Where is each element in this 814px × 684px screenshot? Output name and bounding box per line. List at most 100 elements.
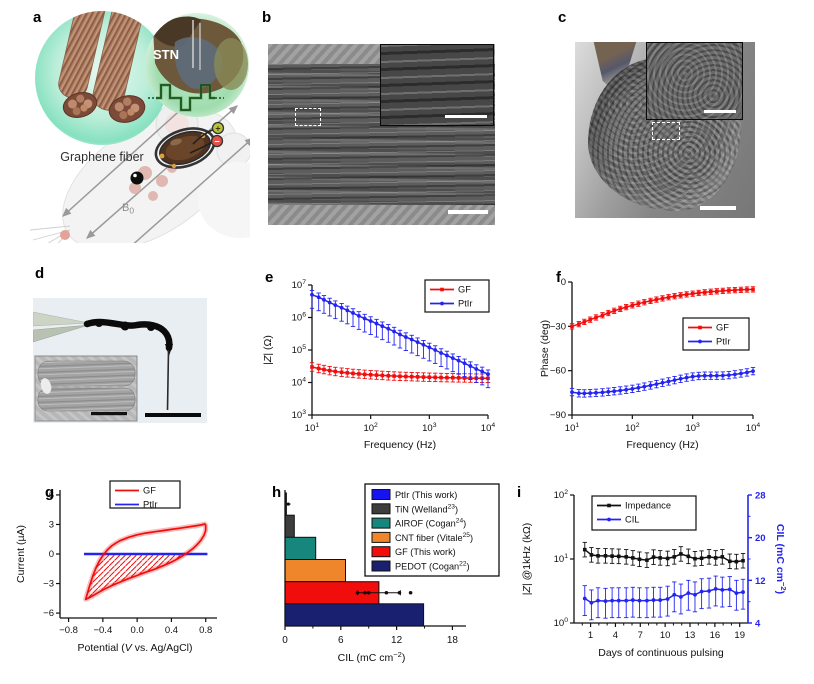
svg-text:6: 6 — [338, 635, 344, 646]
svg-text:103: 103 — [685, 422, 700, 434]
gf-data-point — [355, 590, 360, 595]
svg-text:CIL (mC cm−2): CIL (mC cm−2) — [338, 650, 406, 664]
svg-text:1: 1 — [588, 630, 593, 641]
svg-text:GF: GF — [143, 486, 156, 496]
gf-data-point — [397, 590, 402, 595]
panel-d-inset — [34, 355, 138, 422]
series-PtIr — [569, 366, 756, 398]
legend-box — [424, 279, 490, 313]
panel-c-label: c — [558, 9, 567, 26]
mouse-illustration: + − B0 — [29, 85, 282, 259]
panel-h: h 0 6 12 18 CIL (mC cm−2) PtIr (This work) TiN… — [270, 478, 525, 684]
whiskers — [29, 225, 71, 259]
svg-text:102: 102 — [554, 489, 569, 501]
svg-text:107: 107 — [292, 279, 307, 291]
panel-h-label: h — [272, 484, 282, 501]
svg-text:PtIr (This work): PtIr (This work) — [395, 490, 457, 500]
panel-e: e 101 102 103 104 103 104 105 106 107 Frequency (… — [255, 258, 500, 465]
panel-c-inset — [646, 42, 743, 120]
fiber-surface-texture — [268, 63, 495, 206]
stn-caption: STN — [153, 47, 179, 62]
svg-text:−3: −3 — [43, 579, 54, 590]
svg-text:18: 18 — [447, 635, 459, 646]
svg-text:Frequency (Hz): Frequency (Hz) — [626, 439, 698, 451]
svg-text:10: 10 — [660, 630, 671, 641]
legend-box — [682, 317, 750, 351]
panel-c-inset-scalebar — [704, 110, 736, 113]
svg-text:106: 106 — [292, 312, 307, 324]
svg-text:GF: GF — [458, 285, 471, 295]
svg-text:12: 12 — [755, 576, 766, 587]
stimulation-pulse-waveform — [148, 83, 224, 112]
graphene-fiber-inset: Graphene fiber — [35, 11, 169, 164]
gf-data-point — [363, 590, 367, 595]
panel-a-illustration: + − B0 — [29, 11, 282, 259]
panel-i-label: i — [517, 484, 522, 501]
panel-c: c — [545, 8, 814, 238]
legend-box — [591, 495, 697, 531]
panel-d-label: d — [35, 265, 45, 282]
panel-e-label: e — [265, 269, 274, 286]
cil-bar-chart: 0 6 12 18 CIL (mC cm−2) PtIr (This work) TiN (… — [282, 483, 500, 664]
positive-terminal-icon — [211, 121, 225, 135]
panel-b-inset — [380, 44, 494, 126]
series-GF — [309, 362, 491, 383]
gf-data-point — [408, 590, 413, 595]
mouse-nose — [60, 230, 70, 240]
impedance-chart: 101 102 103 104 103 104 105 106 107 Frequency (Hz… — [262, 279, 495, 451]
svg-text:AIROF (Cogan24): AIROF (Cogan24) — [395, 518, 466, 529]
svg-text:13: 13 — [685, 630, 696, 641]
svg-text:102: 102 — [363, 422, 378, 434]
svg-text:Frequency (Hz): Frequency (Hz) — [364, 439, 436, 451]
panel-c-roi-box — [652, 122, 680, 140]
svg-text:101: 101 — [565, 422, 580, 434]
svg-text:0.0: 0.0 — [131, 625, 144, 636]
panel-a-label: a — [33, 9, 42, 26]
series-GF — [569, 286, 756, 330]
svg-text:GF: GF — [716, 323, 729, 333]
series-CIL — [582, 575, 746, 621]
svg-text:16: 16 — [710, 630, 721, 641]
chart-g: −0.8 −0.4 0.0 0.4 0.8 6 3 0 −3 −6 Potential (V vs.… — [15, 480, 217, 654]
svg-text:0.8: 0.8 — [199, 625, 212, 636]
svg-text:PEDOT (Cogan22): PEDOT (Cogan22) — [395, 561, 470, 572]
svg-text:CIL: CIL — [625, 515, 639, 525]
svg-text:Current (µA): Current (µA) — [15, 525, 27, 583]
panel-b-sem-image — [268, 44, 495, 225]
panel-c-scalebar — [700, 206, 736, 210]
svg-text:100: 100 — [554, 617, 569, 629]
chart-f: 101 102 103 104 0 −30 −60 −90 Frequency (Hz) Phas… — [539, 277, 760, 451]
panel-b-inset-scalebar — [445, 115, 487, 118]
series-PtIr — [309, 290, 491, 389]
gf-data-point — [384, 590, 389, 595]
svg-text:0: 0 — [49, 549, 54, 560]
svg-text:−0.8: −0.8 — [59, 625, 78, 636]
panel-f: f 101 102 103 104 0 −30 −60 −90 Frequency (Hz) Ph… — [539, 258, 814, 465]
plus-sign: + — [215, 124, 220, 134]
svg-text:Days of continuous pulsing: Days of continuous pulsing — [598, 647, 724, 659]
svg-text:28: 28 — [755, 491, 766, 502]
panel-a: a — [25, 8, 282, 259]
svg-text:0.4: 0.4 — [165, 625, 178, 636]
svg-text:105: 105 — [292, 344, 307, 356]
cv-chart: −0.8 −0.4 0.0 0.4 0.8 6 3 0 −3 −6 Potential (V vs.… — [15, 480, 217, 654]
negative-terminal-icon — [210, 134, 224, 148]
fiber-tip — [166, 349, 170, 411]
bar-PEDOT (Cogan22) — [284, 603, 425, 627]
svg-text:0: 0 — [282, 635, 288, 646]
svg-text:102: 102 — [625, 422, 640, 434]
svg-text:Impedance: Impedance — [625, 501, 671, 511]
svg-text:101: 101 — [305, 422, 320, 434]
fiber-cut-end-2 — [108, 95, 146, 123]
b0-field-label: B0 — [122, 202, 134, 216]
tweezers-prong-top — [33, 311, 90, 327]
cv-hatch-area — [85, 554, 186, 600]
svg-text:4: 4 — [755, 619, 761, 630]
muscle-blobs — [129, 163, 177, 201]
panel-i: i 1 4 7 10 13 16 19 100 101 102 4 12 20 28 Days of con… — [510, 478, 814, 684]
bar-AIROF (Cogan24) — [284, 536, 317, 560]
ptir-data-point — [286, 502, 290, 506]
svg-text:20: 20 — [755, 533, 766, 544]
panel-b-label: b — [262, 9, 272, 26]
